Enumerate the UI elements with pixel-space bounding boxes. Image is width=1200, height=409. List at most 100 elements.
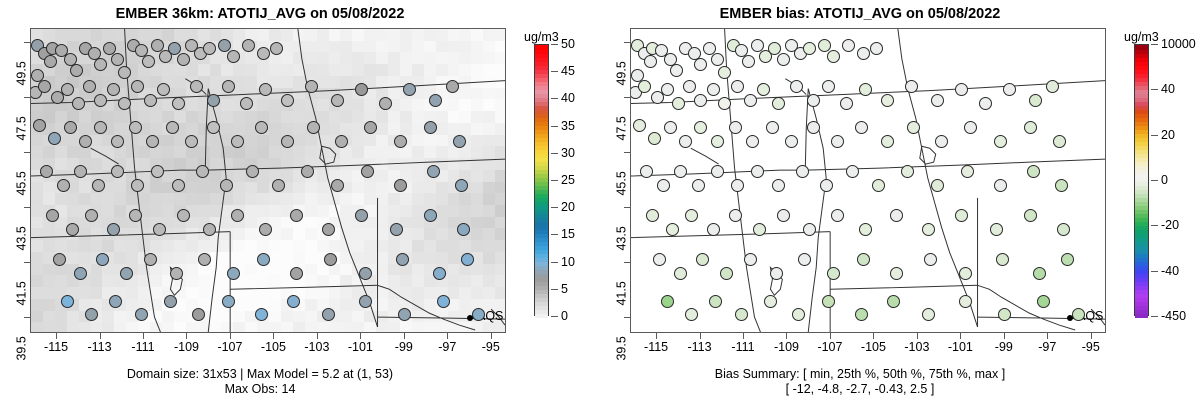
map-plot-bias[interactable]: AQS xyxy=(630,28,1106,333)
station-marker[interactable] xyxy=(170,267,184,281)
station-marker[interactable] xyxy=(300,165,314,179)
station-marker[interactable] xyxy=(1057,223,1071,237)
station-marker[interactable] xyxy=(770,267,784,281)
station-marker[interactable] xyxy=(287,294,301,308)
station-marker[interactable] xyxy=(226,49,240,63)
station-marker[interactable] xyxy=(707,82,721,96)
station-marker[interactable] xyxy=(683,80,697,94)
station-marker[interactable] xyxy=(437,294,451,308)
station-marker[interactable] xyxy=(50,91,64,105)
station-marker[interactable] xyxy=(222,294,236,308)
station-marker[interactable] xyxy=(33,118,47,132)
station-marker[interactable] xyxy=(1061,253,1075,267)
station-marker[interactable] xyxy=(230,209,244,223)
station-marker[interactable] xyxy=(1024,209,1038,223)
station-marker[interactable] xyxy=(217,38,231,52)
station-marker[interactable] xyxy=(807,93,821,107)
station-marker[interactable] xyxy=(870,41,884,55)
station-marker[interactable] xyxy=(887,294,901,308)
station-marker[interactable] xyxy=(163,294,177,308)
station-marker[interactable] xyxy=(872,179,886,193)
station-marker[interactable] xyxy=(670,63,684,77)
station-marker[interactable] xyxy=(230,135,244,149)
station-marker[interactable] xyxy=(141,55,155,69)
station-marker[interactable] xyxy=(935,135,949,149)
station-marker[interactable] xyxy=(776,209,790,223)
station-marker[interactable] xyxy=(354,82,368,96)
station-marker[interactable] xyxy=(744,93,758,107)
station-marker[interactable] xyxy=(744,253,758,267)
station-marker[interactable] xyxy=(711,52,725,66)
station-marker[interactable] xyxy=(159,49,173,63)
station-marker[interactable] xyxy=(717,66,731,80)
station-marker[interactable] xyxy=(167,41,181,55)
station-marker[interactable] xyxy=(398,308,412,322)
station-marker[interactable] xyxy=(393,135,407,149)
station-marker[interactable] xyxy=(694,93,708,107)
station-marker[interactable] xyxy=(396,253,410,267)
station-marker[interactable] xyxy=(685,308,699,322)
station-marker[interactable] xyxy=(63,121,77,135)
station-marker[interactable] xyxy=(750,38,764,52)
station-marker[interactable] xyxy=(1072,308,1086,322)
station-marker[interactable] xyxy=(270,41,284,55)
station-marker[interactable] xyxy=(822,294,836,308)
station-marker[interactable] xyxy=(728,209,742,223)
station-marker[interactable] xyxy=(354,209,368,223)
station-marker[interactable] xyxy=(830,135,844,149)
station-marker[interactable] xyxy=(822,80,836,94)
station-marker[interactable] xyxy=(796,165,810,179)
station-marker[interactable] xyxy=(74,267,88,281)
station-marker[interactable] xyxy=(820,179,834,193)
station-marker[interactable] xyxy=(157,82,171,96)
station-marker[interactable] xyxy=(763,294,777,308)
station-marker[interactable] xyxy=(150,165,164,179)
station-marker[interactable] xyxy=(757,82,771,96)
station-marker[interactable] xyxy=(663,121,677,135)
station-marker[interactable] xyxy=(1024,121,1038,135)
station-marker[interactable] xyxy=(31,69,45,83)
station-marker[interactable] xyxy=(117,66,131,80)
station-marker[interactable] xyxy=(978,96,992,110)
station-marker[interactable] xyxy=(1028,93,1042,107)
station-marker[interactable] xyxy=(128,121,142,135)
station-marker[interactable] xyxy=(120,267,134,281)
station-marker[interactable] xyxy=(672,96,686,110)
station-marker[interactable] xyxy=(83,80,97,94)
station-marker[interactable] xyxy=(452,135,466,149)
station-marker[interactable] xyxy=(661,294,675,308)
station-marker[interactable] xyxy=(665,223,679,237)
station-marker[interactable] xyxy=(378,96,392,110)
station-marker[interactable] xyxy=(307,121,321,135)
station-marker[interactable] xyxy=(776,52,790,66)
station-marker[interactable] xyxy=(94,121,108,135)
station-marker[interactable] xyxy=(1046,80,1060,94)
station-marker[interactable] xyxy=(152,223,166,237)
station-marker[interactable] xyxy=(257,47,271,61)
station-marker[interactable] xyxy=(661,82,675,96)
station-marker[interactable] xyxy=(85,308,99,322)
station-marker[interactable] xyxy=(44,55,58,69)
station-marker[interactable] xyxy=(94,93,108,107)
station-marker[interactable] xyxy=(289,267,303,281)
station-marker[interactable] xyxy=(789,80,803,94)
station-marker[interactable] xyxy=(37,80,51,94)
station-marker[interactable] xyxy=(839,96,853,110)
station-marker[interactable] xyxy=(993,179,1007,193)
station-marker[interactable] xyxy=(257,253,271,267)
station-marker[interactable] xyxy=(826,267,840,281)
station-marker[interactable] xyxy=(728,121,742,135)
station-marker[interactable] xyxy=(226,267,240,281)
station-marker[interactable] xyxy=(85,209,99,223)
station-marker[interactable] xyxy=(48,132,62,146)
station-marker[interactable] xyxy=(57,179,71,193)
station-marker[interactable] xyxy=(330,179,344,193)
station-marker[interactable] xyxy=(880,135,894,149)
station-marker[interactable] xyxy=(765,121,779,135)
station-marker[interactable] xyxy=(924,253,938,267)
station-marker[interactable] xyxy=(1033,267,1047,281)
station-marker[interactable] xyxy=(150,38,164,52)
station-marker[interactable] xyxy=(841,38,855,52)
station-marker[interactable] xyxy=(472,308,486,322)
station-marker[interactable] xyxy=(954,82,968,96)
